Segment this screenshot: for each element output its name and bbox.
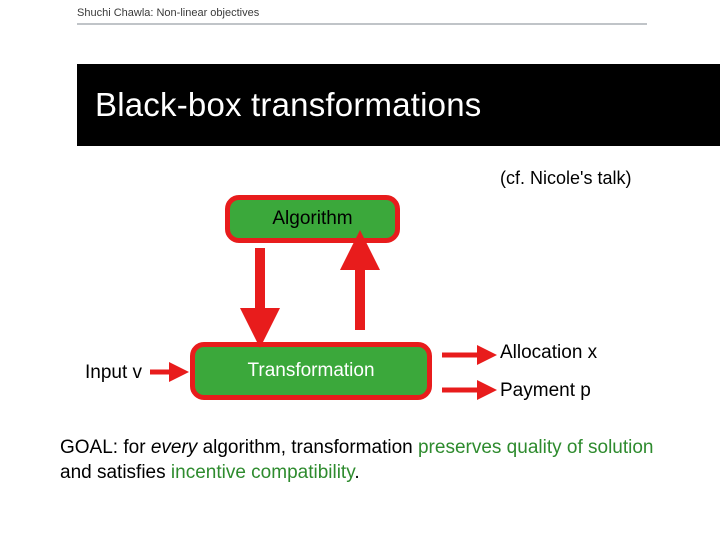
label-input: Input v: [85, 362, 142, 384]
goal-prefix: GOAL: for: [60, 437, 151, 458]
goal-every: every: [151, 437, 203, 458]
goal-ic: incentive compatibility: [171, 462, 354, 483]
box-algorithm: Algorithm: [225, 195, 400, 243]
label-payment: Payment p: [500, 380, 591, 402]
slide-title: Black-box transformations: [77, 86, 481, 124]
goal-suffix: .: [354, 462, 359, 483]
goal-text: GOAL: for every algorithm, transformatio…: [60, 436, 660, 485]
box-transformation-label: Transformation: [247, 360, 374, 382]
header-bar: Shuchi Chawla: Non-linear objectives: [77, 5, 647, 25]
box-transformation: Transformation: [190, 342, 432, 400]
goal-preserves: preserves quality of solution: [418, 437, 654, 458]
slide-root: Shuchi Chawla: Non-linear objectives Bla…: [0, 0, 720, 540]
header-text: Shuchi Chawla: Non-linear objectives: [77, 7, 259, 19]
title-band: Black-box transformations: [77, 64, 720, 146]
cf-note: (cf. Nicole's talk): [500, 168, 631, 189]
box-algorithm-label: Algorithm: [272, 208, 352, 230]
goal-mid2: and satisfies: [60, 462, 171, 483]
goal-mid1: algorithm, transformation: [203, 437, 418, 458]
label-allocation: Allocation x: [500, 342, 597, 364]
